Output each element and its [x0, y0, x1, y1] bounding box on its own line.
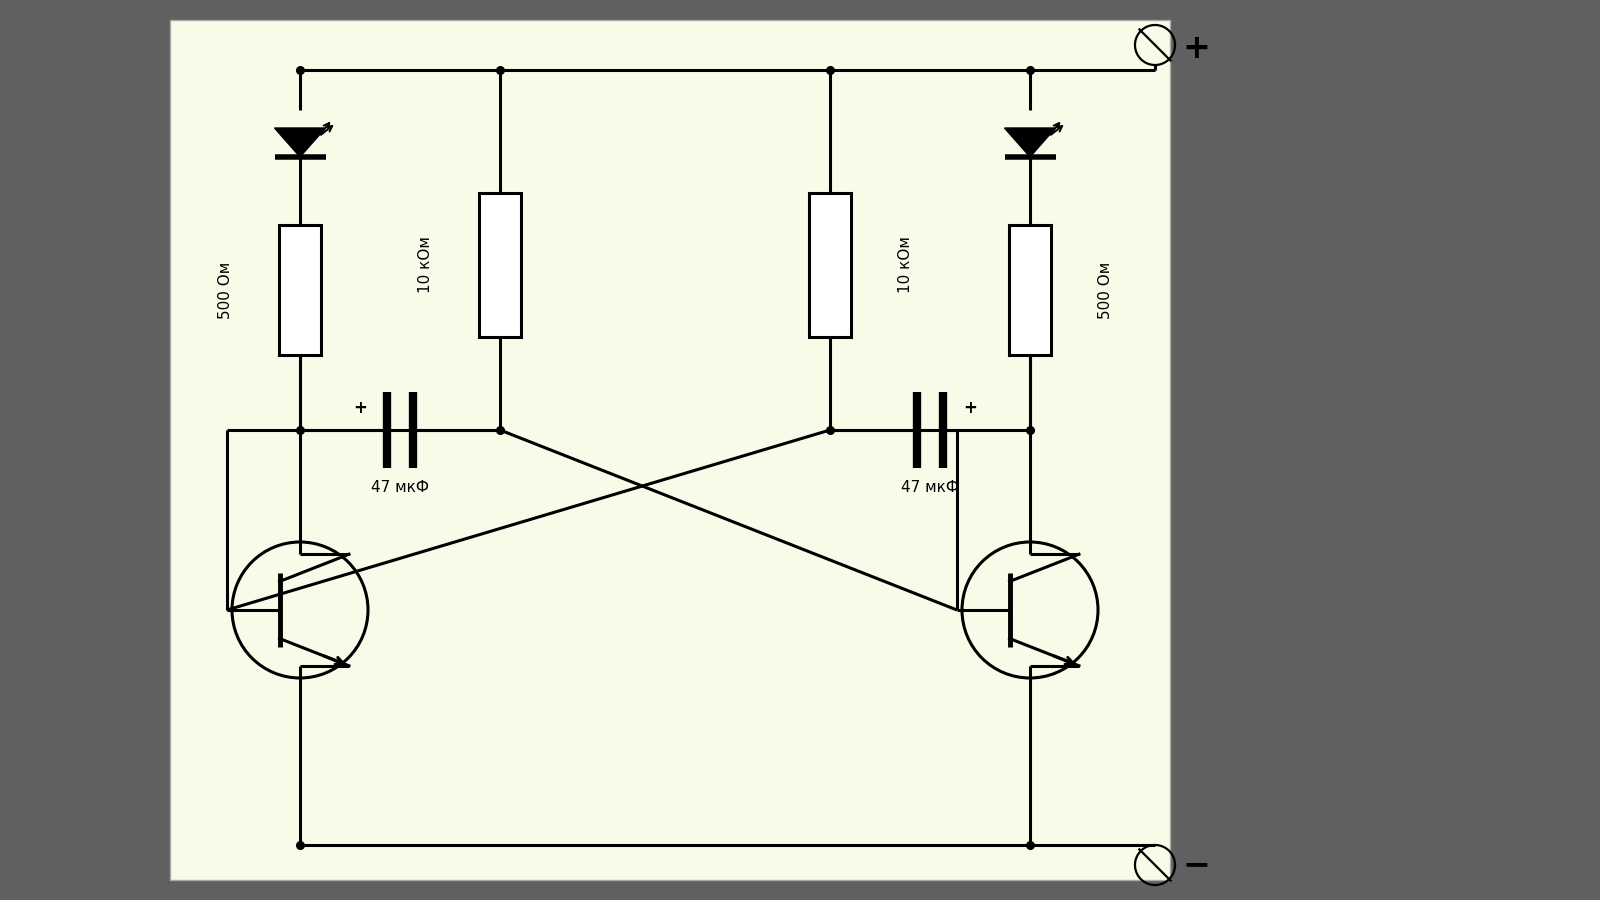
Text: 500 Ом: 500 Ом: [1098, 261, 1112, 319]
FancyBboxPatch shape: [170, 20, 1170, 880]
Polygon shape: [1005, 128, 1056, 157]
Bar: [810, 193, 851, 337]
Text: 500 Ом: 500 Ом: [218, 261, 232, 319]
Bar: [1010, 225, 1051, 355]
Polygon shape: [275, 128, 325, 157]
Text: 47 мкФ: 47 мкФ: [371, 481, 429, 496]
Bar: [478, 193, 522, 337]
Bar: [278, 225, 322, 355]
Text: −: −: [1182, 849, 1210, 881]
Text: 47 мкФ: 47 мкФ: [901, 481, 958, 496]
Text: 10 кОм: 10 кОм: [898, 237, 912, 293]
Text: 10 кОм: 10 кОм: [418, 237, 432, 293]
Text: +: +: [963, 399, 978, 417]
Text: +: +: [1182, 32, 1210, 65]
Text: +: +: [354, 399, 366, 417]
